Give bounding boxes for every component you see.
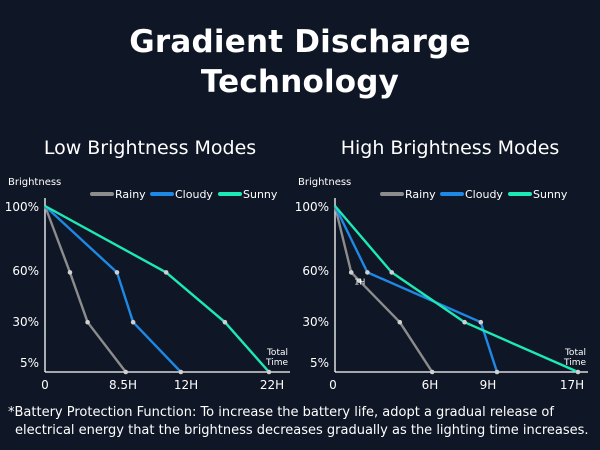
title-line-1: Gradient Discharge — [129, 24, 471, 60]
right-point-cloudy — [365, 270, 370, 275]
right-annotation: 1H — [354, 277, 365, 286]
right-x-tick-label: 6H — [422, 378, 439, 392]
left-point-rainy — [67, 270, 73, 275]
left-series-sunny — [44, 204, 270, 373]
left-series-cloudy — [44, 205, 182, 373]
left-point-sunny — [266, 369, 272, 375]
left-legend-label-sunny: Sunny — [243, 188, 278, 201]
left-x-tick-label: 12H — [174, 378, 198, 392]
right-x-tick-label: 0 — [329, 378, 337, 392]
left-x-tick-label: 22H — [260, 378, 284, 392]
left-y-tick-label: 30% — [12, 315, 39, 329]
title-line-2: Technology — [200, 64, 400, 100]
footnote: *Battery Protection Function: To increas… — [8, 404, 594, 440]
right-point-rainy — [429, 369, 435, 375]
left-chart-title: Low Brightness Modes — [43, 137, 257, 159]
left-point-sunny — [222, 319, 228, 325]
left-legend-label-rainy: Rainy — [115, 188, 146, 201]
right-x-tick-label: 9H — [480, 378, 497, 392]
right-legend-label-cloudy: Cloudy — [465, 188, 503, 201]
right-point-sunny — [462, 319, 467, 325]
right-point-rainy — [397, 319, 403, 325]
footnote-line-2: electrical energy that the brightness de… — [15, 423, 589, 438]
right-legend-label-rainy: Rainy — [405, 188, 436, 201]
right-series-sunny — [334, 205, 579, 374]
left-legend-label-cloudy: Cloudy — [175, 188, 213, 201]
right-series-cloudy — [333, 205, 499, 373]
left-x-axis-label-1: Total — [266, 348, 288, 358]
left-x-tick-label: 8.5H — [109, 378, 137, 392]
left-point-cloudy — [130, 319, 136, 325]
right-point-sunny — [389, 270, 395, 275]
left-y-axis-label: Brightness — [8, 177, 61, 188]
left-series-rainy — [43, 205, 127, 373]
right-point-rainy — [348, 270, 354, 275]
right-x-axis-label-2: Time — [563, 358, 586, 368]
right-x-tick-label: 17H — [560, 378, 584, 392]
left-x-axis-label-2: Time — [265, 358, 288, 368]
left-x-tick-label: 0 — [41, 378, 49, 392]
left-y-tick-label: 100% — [5, 200, 39, 214]
left-y-tick-label: 60% — [12, 264, 39, 278]
right-point-cloudy — [494, 369, 500, 375]
right-chart-title: High Brightness Modes — [340, 137, 560, 159]
left-point-cloudy — [114, 270, 120, 275]
footnote-line-1: *Battery Protection Function: To increas… — [8, 405, 554, 420]
right-y-axis-label: Brightness — [298, 177, 351, 188]
right-y-tick-label: 30% — [302, 315, 329, 329]
right-point-cloudy — [478, 319, 484, 325]
right-point-sunny — [575, 369, 581, 375]
right-point-rainy — [357, 278, 362, 284]
right-legend-label-sunny: Sunny — [533, 188, 568, 201]
left-y-tick-label: 5% — [20, 356, 39, 370]
right-y-tick-label: 100% — [295, 200, 329, 214]
left-point-sunny — [163, 270, 169, 275]
page-title: Gradient Discharge Technology — [0, 22, 600, 102]
left-point-rainy — [123, 369, 129, 375]
right-x-axis-label-1: Total — [564, 348, 586, 358]
left-point-cloudy — [178, 369, 184, 375]
left-point-rainy — [85, 319, 90, 325]
right-y-tick-label: 5% — [310, 356, 329, 370]
right-y-tick-label: 60% — [302, 264, 329, 278]
